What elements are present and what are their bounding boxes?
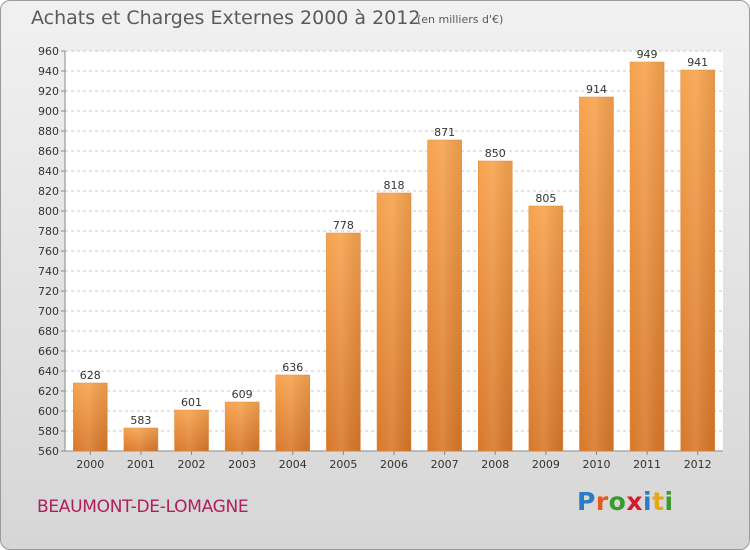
commune-name: BEAUMONT-DE-LOMAGNE [37,497,249,517]
y-tick-label: 660 [38,345,59,358]
logo-letter: x [626,487,643,516]
y-tick-label: 580 [38,425,59,438]
chart-subtitle: (en milliers d'€) [417,13,504,26]
bar-shine [123,428,158,451]
data-label: 628 [80,369,101,382]
y-tick-label: 860 [38,145,59,158]
data-label: 941 [687,56,708,69]
x-tick-label: 2009 [532,458,560,471]
bar-shine [478,161,513,451]
x-tick-label: 2010 [582,458,610,471]
data-label: 805 [535,192,556,205]
x-tick-label: 2012 [684,458,712,471]
y-tick-label: 900 [38,105,59,118]
x-tick-label: 2011 [633,458,661,471]
x-tick-label: 2005 [329,458,357,471]
y-tick-label: 740 [38,265,59,278]
x-tick-label: 2006 [380,458,408,471]
data-label: 636 [282,361,303,374]
y-tick-label: 800 [38,205,59,218]
y-tick-label: 840 [38,165,59,178]
bar-shine [630,62,665,451]
bar-shine [680,70,715,451]
bar-shine [225,402,260,451]
y-tick-label: 640 [38,365,59,378]
y-tick-label: 680 [38,325,59,338]
y-tick-label: 880 [38,125,59,138]
data-label: 914 [586,83,607,96]
data-label: 949 [637,48,658,61]
logo-letter: i [664,487,674,516]
bar-shine [377,193,411,451]
bar-shine [579,97,614,451]
x-tick-label: 2002 [178,458,206,471]
y-tick-label: 620 [38,385,59,398]
bar-shine [528,206,563,451]
x-tick-label: 2004 [279,458,307,471]
logo-letter: r [595,487,609,516]
y-tick-label: 820 [38,185,59,198]
logo-letter: t [652,487,665,516]
data-label: 850 [485,147,506,160]
data-label: 601 [181,396,202,409]
x-tick-label: 2000 [76,458,104,471]
y-tick-label: 780 [38,225,59,238]
data-label: 818 [384,179,405,192]
x-tick-label: 2003 [228,458,256,471]
x-tick-label: 2008 [481,458,509,471]
logo-letter: o [608,487,627,516]
y-tick-label: 600 [38,405,59,418]
data-label: 609 [232,388,253,401]
y-tick-label: 760 [38,245,59,258]
bar-shine [73,383,108,451]
x-tick-label: 2007 [431,458,459,471]
y-tick-label: 940 [38,65,59,78]
data-label: 871 [434,126,455,139]
bar-shine [326,233,361,451]
data-label: 778 [333,219,354,232]
logo-letter: P [577,487,596,516]
bar-shine [427,140,462,451]
bar-shine [174,410,209,451]
y-tick-label: 920 [38,85,59,98]
proxiti-logo: Proxiti [577,487,674,516]
bar-shine [275,375,310,451]
logo-letter: i [643,487,653,516]
y-tick-label: 720 [38,285,59,298]
y-tick-label: 960 [38,45,59,58]
y-tick-label: 560 [38,445,59,458]
y-tick-label: 700 [38,305,59,318]
x-tick-label: 2001 [127,458,155,471]
data-label: 583 [130,414,151,427]
chart-title: Achats et Charges Externes 2000 à 2012 [31,7,421,29]
